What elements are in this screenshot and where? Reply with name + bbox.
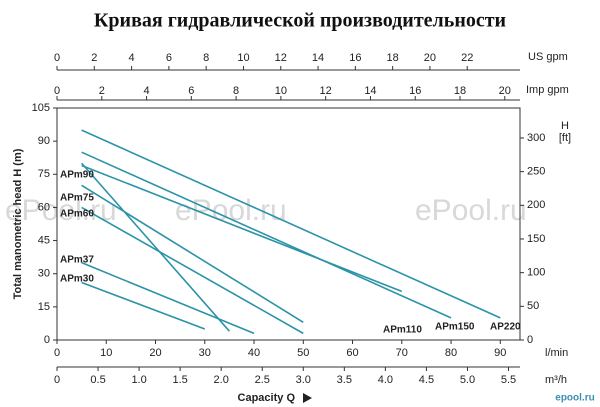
- series-line: [81, 261, 255, 335]
- x-tick-label: 20: [149, 347, 161, 359]
- y-tick-label: 45: [38, 234, 50, 246]
- series-label: APm30: [60, 274, 94, 285]
- axis-tick-label: 3.5: [337, 374, 352, 386]
- y2-tick-label: 300: [527, 132, 545, 144]
- watermark: ePool.ru: [415, 194, 527, 227]
- axis-tick-label: 16: [409, 85, 421, 97]
- x-tick-label: 90: [494, 347, 506, 359]
- axis-tick-label: 1.5: [172, 374, 187, 386]
- axis-tick-label: 2: [99, 85, 105, 97]
- x-tick-label: 60: [346, 347, 358, 359]
- series-label: APm75: [60, 193, 94, 204]
- axis-tick-label: 5.5: [501, 374, 516, 386]
- series-label: AP220: [490, 322, 521, 333]
- series-line: [81, 164, 403, 293]
- axis-tick-label: 18: [387, 52, 399, 64]
- axis-tick-label: 16: [349, 52, 361, 64]
- plot-frame: [56, 107, 521, 341]
- x-tick-label: 70: [396, 347, 408, 359]
- axis-tick-label: 4.0: [378, 374, 393, 386]
- axis-tick-label: 4: [143, 85, 149, 97]
- axis-tick-label: 22: [461, 52, 473, 64]
- series-line: [81, 206, 304, 335]
- series-line: [81, 281, 206, 330]
- x-tick-label: 30: [199, 347, 211, 359]
- x-tick-label: 10: [100, 347, 112, 359]
- axis-tick-label: 10: [237, 52, 249, 64]
- logo: epool.ru: [555, 393, 594, 404]
- y-tick-label: 60: [38, 201, 50, 213]
- x-tick-label: 40: [248, 347, 260, 359]
- y-tick-label: 75: [38, 168, 50, 180]
- y2-tick-label: 50: [527, 300, 539, 312]
- y2-title: H: [561, 120, 569, 132]
- axis-tick-label: 14: [364, 85, 376, 97]
- y-tick-label: 30: [38, 268, 50, 280]
- axis-tick-label: 2: [91, 52, 97, 64]
- axis-tick-label: 1.0: [131, 374, 146, 386]
- axis-tick-label: 3.0: [296, 374, 311, 386]
- m3h-unit: m³/h: [545, 374, 567, 386]
- y-tick-label: 90: [38, 135, 50, 147]
- axis-tick-label: 12: [320, 85, 332, 97]
- y2-tick-label: 250: [527, 166, 545, 178]
- axis-tick-label: 0: [54, 374, 60, 386]
- series-line: [81, 184, 304, 324]
- series-label: APm60: [60, 209, 94, 220]
- axis-tick-label: 2.0: [214, 374, 229, 386]
- series-line: [81, 162, 230, 332]
- x-tick-label: 80: [445, 347, 457, 359]
- x-unit: l/min: [545, 347, 568, 359]
- watermark: ePool.ru: [175, 194, 287, 227]
- axis-tick-label: 8: [203, 52, 209, 64]
- y2-unit: [ft]: [559, 132, 571, 144]
- axis-tick-label: 20: [499, 85, 511, 97]
- axis-tick-label: 5.0: [460, 374, 475, 386]
- y-tick-label: 0: [44, 334, 50, 346]
- x-axis-title: Capacity Q: [238, 392, 296, 404]
- axis-tick-label: 0: [54, 85, 60, 97]
- axis-tick-label: 6: [188, 85, 194, 97]
- series-label: APm150: [435, 322, 475, 333]
- axis-tick-label: 12: [275, 52, 287, 64]
- x-tick-label: 0: [54, 347, 60, 359]
- y2-tick-label: 150: [527, 233, 545, 245]
- watermark: ePool.ru: [5, 194, 117, 227]
- axis-tick-label: 6: [166, 52, 172, 64]
- arrow: [303, 393, 312, 403]
- chart-title: Кривая гидравлической производительности: [94, 10, 506, 32]
- series-label: APm110: [383, 325, 422, 336]
- axis-tick-label: 0.5: [90, 374, 105, 386]
- axis-tick-label: 18: [454, 85, 466, 97]
- y-tick-label: 15: [38, 301, 50, 313]
- series-label: APm37: [60, 255, 94, 266]
- y2-tick-label: 0: [527, 334, 533, 346]
- axis-tick-label: 14: [312, 52, 324, 64]
- y-tick-label: 105: [32, 102, 50, 114]
- axis-tick-label: 20: [424, 52, 436, 64]
- x-tick-label: 50: [297, 347, 309, 359]
- series-line: [81, 151, 452, 319]
- axis-tick-label: 0: [54, 52, 60, 64]
- imp-gpm-unit: Imp gpm: [526, 84, 569, 96]
- y-axis-title: Total manometric head H (m): [12, 148, 24, 299]
- axis-tick-label: 8: [233, 85, 239, 97]
- axis-tick-label: 4: [129, 52, 135, 64]
- series-line: [81, 129, 501, 319]
- axis-tick-label: 4.5: [419, 374, 434, 386]
- y2-tick-label: 200: [527, 199, 545, 211]
- axis-tick-label: 10: [275, 85, 287, 97]
- axis-tick-label: 2.5: [255, 374, 270, 386]
- us-gpm-unit: US gpm: [528, 51, 568, 63]
- y2-tick-label: 100: [527, 267, 545, 279]
- series-label: APm90: [60, 170, 94, 181]
